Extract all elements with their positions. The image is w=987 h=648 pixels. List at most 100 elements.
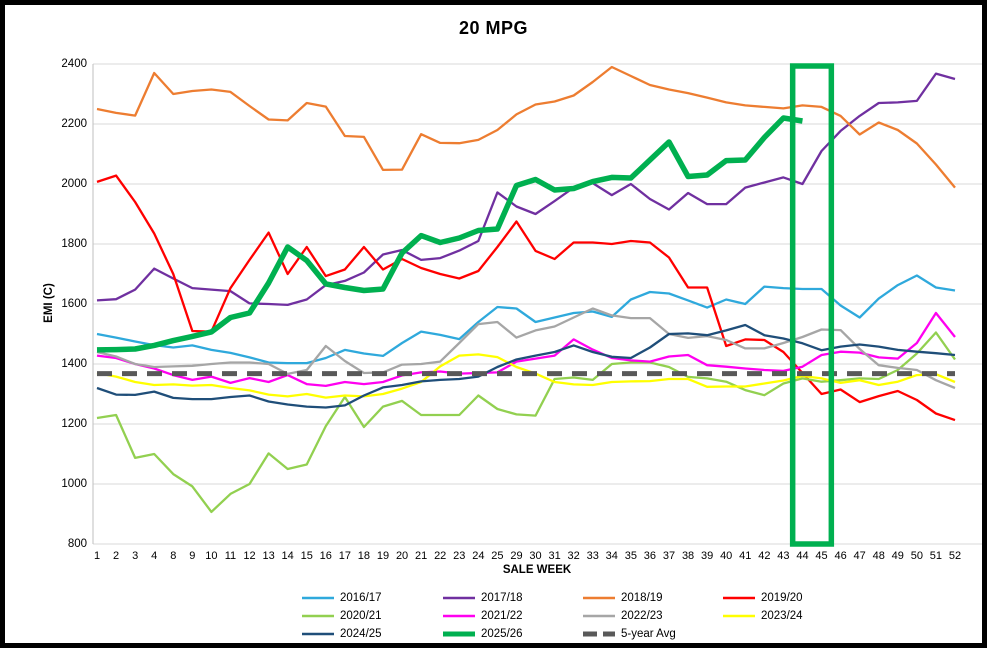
x-tick-label: 12 bbox=[243, 550, 256, 562]
x-tick-label: 15 bbox=[300, 550, 313, 562]
legend-item-2023-24[interactable]: 2023/24 bbox=[722, 608, 803, 624]
x-tick-label: 9 bbox=[189, 550, 196, 562]
x-tick-label: 52 bbox=[948, 550, 962, 562]
series-line-2022-23[interactable] bbox=[96, 307, 956, 390]
x-tick-label: 49 bbox=[891, 550, 904, 562]
legend-label: 2025/26 bbox=[481, 628, 523, 640]
x-tick-label: 51 bbox=[929, 550, 943, 562]
x-tick-label: 41 bbox=[739, 550, 752, 562]
legend-label: 2022/23 bbox=[621, 610, 663, 622]
x-tick-label: 20 bbox=[395, 550, 409, 562]
legend-item-2019-20[interactable]: 2019/20 bbox=[722, 590, 803, 606]
y-tick-label: 2200 bbox=[61, 117, 87, 130]
x-tick-label: 3 bbox=[132, 550, 139, 562]
x-tick-label: 18 bbox=[357, 550, 371, 562]
y-tick-label: 2400 bbox=[61, 57, 87, 70]
series-line-2020-21[interactable] bbox=[96, 331, 956, 514]
x-tick-label: 35 bbox=[624, 550, 637, 562]
x-tick-label: 16 bbox=[319, 550, 332, 562]
legend-swatch bbox=[723, 596, 755, 600]
x-tick-label: 14 bbox=[281, 550, 294, 562]
x-tick-label: 11 bbox=[224, 550, 237, 562]
x-tick-label: 32 bbox=[567, 550, 580, 562]
legend-label: 5-year Avg bbox=[621, 628, 676, 640]
series-line-2016-17[interactable] bbox=[96, 274, 956, 365]
legend-label: 2021/22 bbox=[481, 610, 523, 622]
chart-plot-area bbox=[92, 63, 982, 547]
legend-swatch bbox=[443, 596, 475, 600]
legend-item-2018-19[interactable]: 2018/19 bbox=[582, 590, 663, 606]
highlight-box-current-weeks[interactable] bbox=[789, 63, 835, 547]
x-tick-label: 13 bbox=[262, 550, 275, 562]
legend-swatch bbox=[302, 596, 334, 600]
legend-item-5-year-avg[interactable]: 5-year Avg bbox=[582, 626, 676, 642]
y-tick-label: 1600 bbox=[61, 297, 87, 310]
y-tick-label: 800 bbox=[67, 537, 87, 550]
series-line-2019-20[interactable] bbox=[96, 174, 956, 422]
x-tick-label: 19 bbox=[376, 550, 390, 562]
chart-title: 20 MPG bbox=[458, 18, 529, 38]
legend-swatch bbox=[583, 631, 615, 637]
series-line-2025-26[interactable] bbox=[96, 115, 803, 353]
y-tick-label: 2000 bbox=[61, 177, 87, 190]
legend: 2016/17 2017/18 2018/19 2019/20 2020/21 2021/… bbox=[5, 5, 982, 643]
x-tick-label: 48 bbox=[872, 550, 885, 562]
x-tick-label: 30 bbox=[529, 550, 542, 562]
legend-item-2025-26[interactable]: 2025/26 bbox=[442, 626, 523, 642]
x-tick-label: 17 bbox=[338, 550, 351, 562]
x-tick-label: 47 bbox=[853, 550, 866, 562]
x-tick-label: 4 bbox=[151, 550, 158, 562]
series-line-2024-25[interactable] bbox=[96, 323, 956, 409]
x-tick-label: 1 bbox=[93, 550, 101, 562]
legend-label: 2020/21 bbox=[340, 610, 382, 622]
x-tick-label: 22 bbox=[434, 550, 447, 562]
legend-item-2017-18[interactable]: 2017/18 bbox=[442, 590, 523, 606]
y-tick-label: 1000 bbox=[61, 477, 87, 490]
legend-label: 2023/24 bbox=[761, 610, 803, 622]
y-tick-label: 1800 bbox=[61, 237, 87, 250]
legend-label: 2016/17 bbox=[340, 592, 382, 604]
legend-item-2016-17[interactable]: 2016/17 bbox=[301, 590, 382, 606]
y-tick-label: 1400 bbox=[61, 357, 87, 370]
legend-swatch bbox=[443, 614, 475, 618]
legend-item-2020-21[interactable]: 2020/21 bbox=[301, 608, 382, 624]
y-tick-label: 1200 bbox=[61, 417, 87, 430]
x-tick-label: 44 bbox=[796, 550, 809, 562]
x-tick-label: 10 bbox=[205, 550, 218, 562]
x-tick-label: 33 bbox=[586, 550, 599, 562]
x-tick-label: 2 bbox=[113, 550, 120, 562]
series-line-2023-24[interactable] bbox=[96, 353, 956, 399]
legend-item-2022-23[interactable]: 2022/23 bbox=[582, 608, 663, 624]
legend-item-2021-22[interactable]: 2021/22 bbox=[442, 608, 523, 624]
legend-swatch bbox=[723, 614, 755, 618]
x-axis-title: SALE WEEK bbox=[502, 564, 572, 576]
x-tick-label: 42 bbox=[758, 550, 771, 562]
x-tick-label: 40 bbox=[720, 550, 733, 562]
x-tick-label: 50 bbox=[910, 550, 923, 562]
y-axis-title: EMI (C) bbox=[43, 283, 55, 323]
x-tick-label: 37 bbox=[662, 550, 676, 562]
series-line-2017-18[interactable] bbox=[96, 72, 956, 307]
legend-swatch bbox=[302, 614, 334, 618]
series-line-2021-22[interactable] bbox=[96, 311, 956, 388]
x-tick-label: 46 bbox=[834, 550, 847, 562]
legend-label: 2017/18 bbox=[481, 592, 523, 604]
legend-label: 2024/25 bbox=[340, 628, 382, 640]
legend-swatch bbox=[583, 614, 615, 618]
legend-label: 2018/19 bbox=[621, 592, 663, 604]
x-tick-label: 38 bbox=[681, 550, 695, 562]
x-tick-label: 8 bbox=[170, 550, 177, 562]
legend-swatch bbox=[443, 631, 475, 637]
legend-swatch bbox=[583, 596, 615, 600]
x-tick-label: 39 bbox=[701, 550, 714, 562]
x-tick-label: 29 bbox=[510, 550, 523, 562]
legend-item-2024-25[interactable]: 2024/25 bbox=[301, 626, 382, 642]
x-tick-label: 34 bbox=[605, 550, 618, 562]
x-tick-label: 43 bbox=[777, 550, 790, 562]
legend-label: 2019/20 bbox=[761, 592, 803, 604]
x-tick-label: 36 bbox=[643, 550, 657, 562]
series-line-2018-19[interactable] bbox=[96, 65, 956, 189]
x-tick-label: 25 bbox=[491, 550, 504, 562]
legend-swatch bbox=[302, 632, 334, 636]
